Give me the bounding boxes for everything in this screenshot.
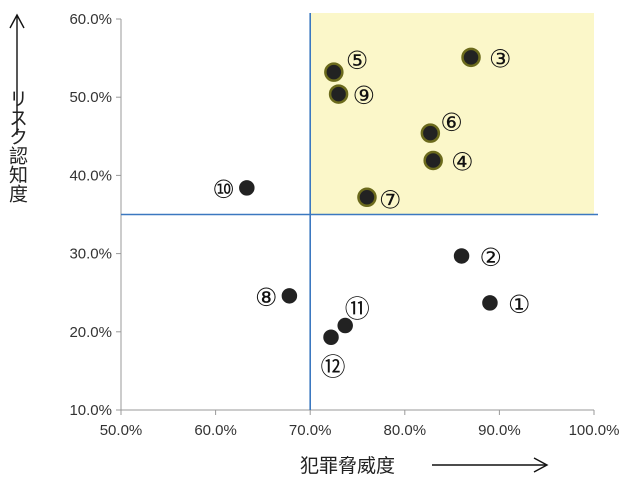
x-tick-label: 50.0% [100, 422, 143, 439]
y-tick-label: 30.0% [69, 246, 112, 263]
data-point [423, 150, 443, 171]
x-tick-labels: 50.0% 60.0% 70.0% 80.0% 90.0% 100.0% [100, 422, 620, 439]
data-point [480, 293, 500, 313]
point-labels: ①② ③ ④ ⑤ ⑥ ⑦ ⑧ ⑨ ⑩ ⑪ ⑫ [212, 44, 530, 381]
point-label: ⑪ [345, 295, 370, 324]
y-tick-label: 50.0% [69, 89, 112, 106]
y-tick-marks [116, 18, 121, 411]
y-axis-title: リスク認知度 [6, 89, 28, 203]
data-point [324, 62, 344, 82]
point-label: ⑩ [212, 175, 234, 204]
data-point [452, 246, 471, 266]
point-label: ⑥ [440, 108, 462, 137]
y-tick-label: 60.0% [69, 11, 112, 28]
y-tick-label: 40.0% [69, 167, 112, 184]
data-point [357, 187, 377, 208]
y-tick-labels: 10.0% 20.0% 30.0% 40.0% 50.0% 60.0% [69, 11, 112, 419]
point-label: ⑧ [255, 283, 277, 312]
point-label: ② [480, 243, 502, 272]
x-tick-label: 70.0% [289, 422, 332, 439]
point-label: ⑤ [346, 46, 368, 75]
y-tick-label: 20.0% [69, 324, 112, 341]
data-point [335, 316, 355, 335]
x-tick-label: 80.0% [384, 422, 427, 439]
data-point [328, 84, 349, 104]
point-label: ⑦ [379, 185, 401, 214]
point-label: ⑫ [321, 352, 346, 381]
point-label: ① [508, 290, 530, 319]
x-tick-label: 90.0% [478, 422, 521, 439]
data-point [321, 328, 341, 347]
point-label: ⑨ [353, 81, 375, 110]
x-tick-label: 100.0% [569, 422, 620, 439]
point-label: ④ [451, 148, 473, 177]
point-label: ③ [489, 44, 511, 73]
y-axis-arrow-icon [9, 13, 25, 135]
data-point [237, 178, 257, 198]
data-points [237, 47, 500, 347]
x-tick-marks [120, 410, 595, 415]
data-point [280, 286, 299, 306]
y-tick-label: 10.0% [69, 402, 112, 419]
data-point [420, 123, 441, 143]
highlight-quadrant [310, 13, 594, 215]
x-axis-title: 犯罪脅威度 [300, 455, 395, 477]
x-tick-label: 60.0% [194, 422, 237, 439]
data-point [461, 47, 481, 68]
x-axis-arrow-icon [432, 457, 549, 473]
